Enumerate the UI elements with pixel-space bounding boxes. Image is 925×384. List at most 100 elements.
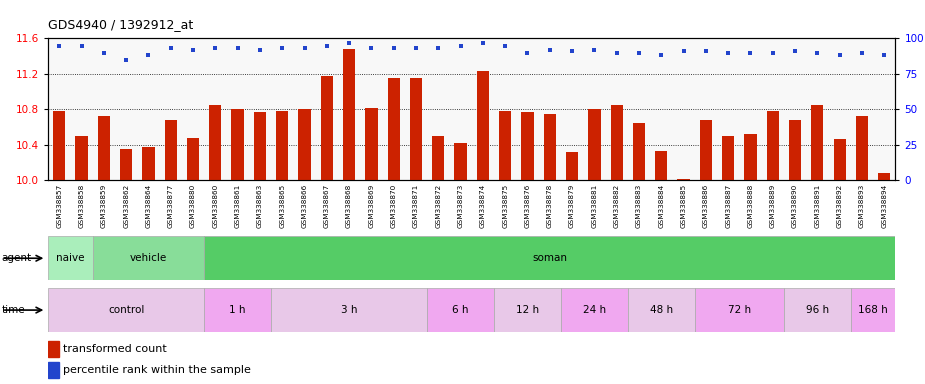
Point (364, 45, 379, 51)
Bar (500, 111, 512, 180)
Text: agent: agent (2, 253, 32, 263)
Point (564, 48, 579, 54)
Point (498, 43, 512, 49)
Point (676, 48, 691, 54)
Point (208, 45, 223, 51)
Bar (454, 143, 467, 180)
Point (520, 50, 535, 56)
Text: 1 h: 1 h (229, 305, 246, 315)
Bar (833, 139, 845, 180)
Point (230, 45, 245, 51)
Point (610, 50, 624, 56)
Bar (48, 288, 204, 332)
Bar (76, 136, 88, 180)
Point (632, 50, 647, 56)
Text: naive: naive (56, 253, 85, 263)
Bar (811, 105, 823, 180)
Point (275, 45, 290, 51)
Bar (92, 236, 204, 280)
Bar (561, 288, 628, 332)
Bar (204, 288, 271, 332)
Bar (427, 288, 494, 332)
Bar (856, 116, 868, 180)
Text: control: control (108, 305, 144, 315)
Point (164, 45, 179, 51)
Bar (494, 288, 561, 332)
Point (743, 50, 758, 56)
Bar (165, 120, 177, 180)
Bar (253, 112, 266, 180)
Bar (432, 136, 444, 180)
Bar (610, 105, 623, 180)
Point (118, 56, 133, 63)
Bar (655, 151, 668, 180)
Text: 168 h: 168 h (858, 305, 888, 315)
Text: time: time (2, 305, 26, 315)
Point (765, 50, 780, 56)
Bar (231, 109, 244, 180)
Text: vehicle: vehicle (130, 253, 167, 263)
Point (542, 47, 557, 53)
Point (788, 48, 803, 54)
Bar (299, 109, 311, 180)
Bar (722, 136, 734, 180)
Text: 24 h: 24 h (583, 305, 606, 315)
Bar (343, 49, 355, 180)
Bar (544, 114, 556, 180)
Bar (522, 112, 534, 180)
Bar (745, 134, 757, 180)
Text: 3 h: 3 h (341, 305, 357, 315)
Bar (410, 78, 422, 180)
Point (475, 40, 490, 46)
Bar (566, 152, 578, 180)
Bar (48, 341, 58, 357)
Bar (851, 288, 895, 332)
Bar (388, 78, 400, 180)
Bar (271, 288, 427, 332)
Point (186, 47, 201, 53)
Bar (628, 288, 695, 332)
Text: transformed count: transformed count (63, 344, 166, 354)
Bar (209, 105, 221, 180)
Point (453, 43, 468, 49)
Point (409, 45, 424, 51)
Bar (699, 120, 712, 180)
Point (297, 45, 312, 51)
Point (319, 43, 334, 49)
Bar (120, 149, 132, 180)
Point (810, 50, 825, 56)
Bar (53, 111, 66, 180)
Text: soman: soman (532, 253, 567, 263)
Text: 48 h: 48 h (649, 305, 672, 315)
Point (74, 43, 89, 49)
Point (877, 52, 892, 58)
Point (654, 52, 669, 58)
Point (52, 43, 67, 49)
Text: GDS4940 / 1392912_at: GDS4940 / 1392912_at (48, 18, 193, 31)
Point (387, 45, 401, 51)
Text: 12 h: 12 h (516, 305, 539, 315)
Bar (767, 111, 779, 180)
Bar (677, 179, 690, 180)
Bar (633, 123, 645, 180)
Text: 6 h: 6 h (452, 305, 469, 315)
Bar (365, 108, 377, 180)
Bar (48, 236, 92, 280)
Bar (321, 76, 333, 180)
Point (341, 40, 356, 46)
Bar (204, 236, 895, 280)
Point (96, 50, 111, 56)
Bar (783, 288, 851, 332)
Bar (588, 109, 600, 180)
Bar (48, 362, 58, 378)
Bar (276, 111, 289, 180)
Point (253, 47, 267, 53)
Bar (142, 147, 154, 180)
Bar (187, 138, 199, 180)
Bar (789, 120, 801, 180)
Text: 96 h: 96 h (806, 305, 829, 315)
Bar (878, 174, 891, 180)
Point (431, 45, 446, 51)
Point (721, 50, 735, 56)
Bar (695, 288, 783, 332)
